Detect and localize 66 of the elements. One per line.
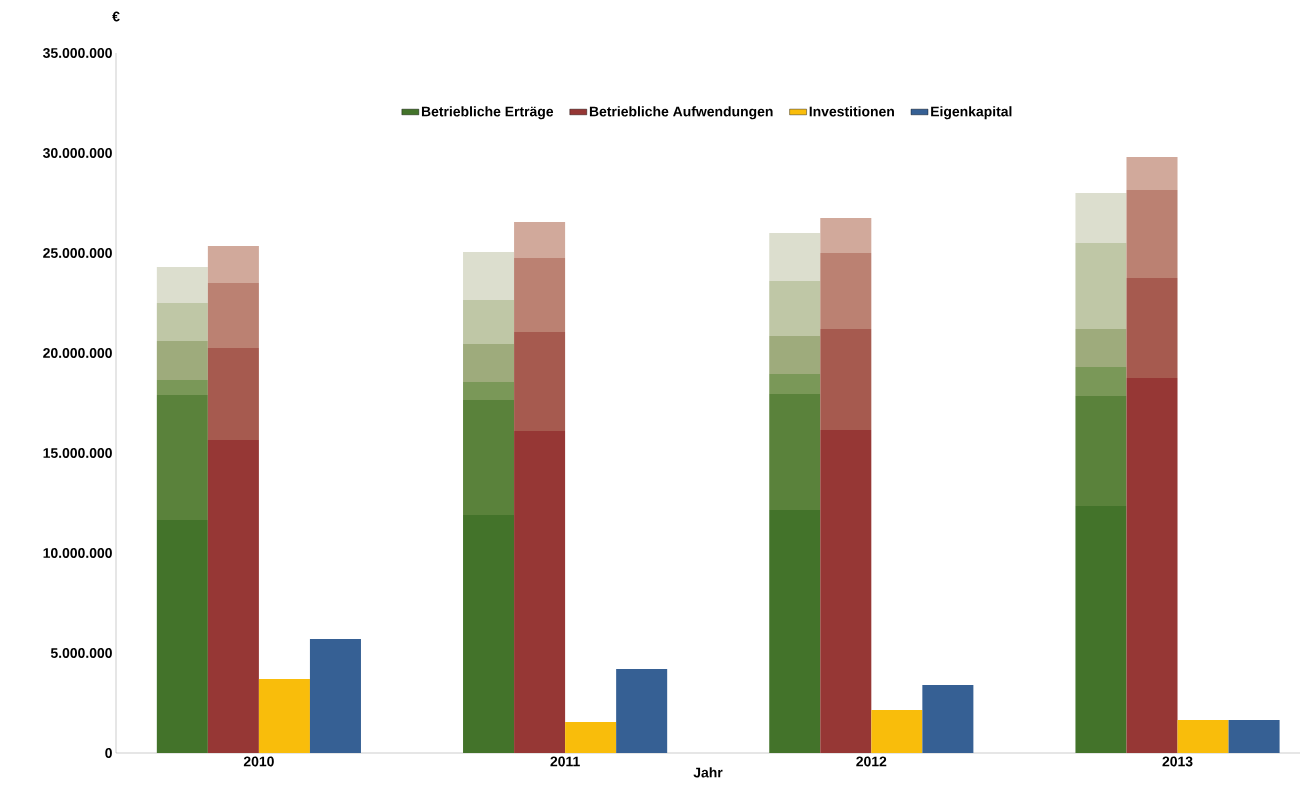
bar <box>514 258 566 332</box>
y-tick-label: 10.000.000 <box>43 548 112 558</box>
x-tick-label: 2012 <box>856 756 887 767</box>
bar <box>820 430 872 753</box>
y-tick-label: 20.000.000 <box>43 348 112 358</box>
bar <box>514 332 566 431</box>
bar <box>514 222 566 258</box>
bar <box>1228 720 1280 753</box>
bar <box>769 281 821 336</box>
bar <box>1075 367 1127 396</box>
bar <box>1075 396 1127 506</box>
bar <box>616 669 668 753</box>
bar <box>769 510 821 753</box>
legend-label: Investitionen <box>809 106 894 117</box>
bar <box>1177 720 1229 753</box>
bar <box>156 303 208 341</box>
bar <box>207 440 259 753</box>
bar <box>463 252 515 300</box>
bar <box>769 394 821 510</box>
x-tick-label: 2011 <box>550 756 580 767</box>
bar <box>309 639 361 753</box>
bar <box>769 336 821 374</box>
bar <box>1075 243 1127 329</box>
bar <box>820 329 872 430</box>
bar <box>820 253 872 329</box>
bar <box>1075 506 1127 753</box>
bar <box>156 267 208 303</box>
y-tick-label: 0 <box>105 748 112 758</box>
legend-label: Betriebliche Aufwendungen <box>589 106 773 120</box>
y-tick-label: 30.000.000 <box>42 148 112 158</box>
bar <box>769 233 821 281</box>
bar <box>463 382 515 400</box>
bar <box>156 341 208 380</box>
bar <box>156 520 208 753</box>
bar <box>207 283 259 348</box>
y-tick-label: 15.000.000 <box>43 448 112 458</box>
bar <box>1126 190 1178 278</box>
bar <box>463 344 515 382</box>
bar <box>156 380 208 395</box>
bar <box>769 374 821 394</box>
legend-label: Betriebliche Erträge <box>421 106 554 120</box>
x-tick-label: 2010 <box>243 756 274 767</box>
y-tick-label: 5.000.000 <box>50 648 112 658</box>
bar <box>207 348 259 440</box>
y-tick-label: 25.000.000 <box>43 248 112 258</box>
bar <box>565 722 617 753</box>
bar <box>1075 193 1127 243</box>
bar <box>463 300 515 344</box>
bar <box>463 515 515 753</box>
bar <box>1075 329 1127 367</box>
bar <box>1126 157 1178 190</box>
x-tick-label: 2013 <box>1162 756 1193 767</box>
bar <box>207 246 259 283</box>
bar <box>922 685 974 753</box>
bar <box>258 679 310 753</box>
bar <box>156 395 208 520</box>
y-tick-label: 35.000.000 <box>42 48 112 58</box>
bar <box>463 400 515 515</box>
bar <box>1126 378 1178 753</box>
y-axis-title: € <box>112 11 120 22</box>
bar <box>1126 278 1178 378</box>
bar <box>871 710 923 753</box>
legend-label: Eigenkapital <box>931 106 1012 120</box>
bar <box>514 431 566 753</box>
x-axis-title: Jahr <box>693 767 723 778</box>
bar <box>820 218 872 253</box>
